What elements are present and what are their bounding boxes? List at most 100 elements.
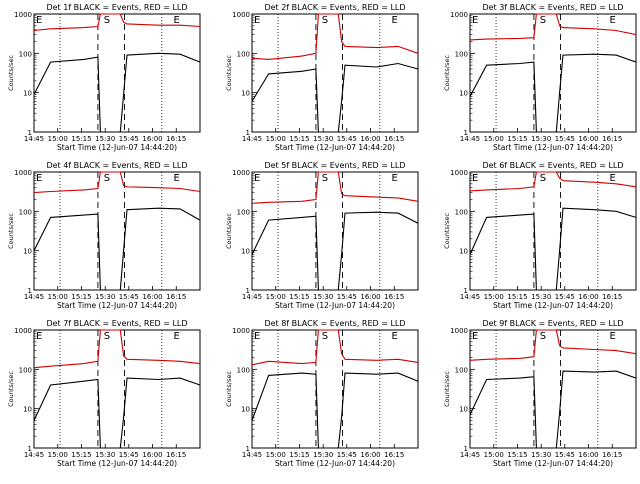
x-tick-label: 15:15 xyxy=(289,293,309,301)
y-tick-label: 10 xyxy=(459,90,468,98)
x-tick-label: 14:45 xyxy=(242,135,262,143)
x-tick-label: 16:00 xyxy=(360,451,380,459)
plot-frame xyxy=(33,13,201,133)
y-axis-label: Counts/sec xyxy=(443,371,451,407)
y-tick-label: 1000 xyxy=(232,327,250,335)
marker-label-e-start: E xyxy=(472,15,478,26)
x-tick-label: 15:45 xyxy=(119,135,139,143)
x-tick-label: 15:00 xyxy=(48,293,68,301)
detector-panel: Det 8f BLACK = Events, RED = LLD E S E 1 10 10… xyxy=(225,319,419,468)
x-tick-label: 15:15 xyxy=(289,135,309,143)
x-tick-label: 15:45 xyxy=(119,293,139,301)
y-axis-label: Counts/sec xyxy=(443,55,451,91)
marker-label-s: S xyxy=(104,15,110,26)
x-tick-label: 15:15 xyxy=(71,135,91,143)
x-axis-label: Start Time (12-Jun-07 14:44:20) xyxy=(493,459,613,468)
events-series-line xyxy=(33,377,201,449)
marker-label-s: S xyxy=(540,173,546,184)
panel-title: Det 1f BLACK = Events, RED = LLD xyxy=(46,3,187,12)
y-tick-label: 10 xyxy=(23,406,32,414)
y-tick-label: 1 xyxy=(246,287,250,295)
marker-label-e-end: E xyxy=(609,173,615,184)
x-tick-label: 16:00 xyxy=(578,293,598,301)
x-tick-label: 15:45 xyxy=(555,451,575,459)
x-tick-label: 15:15 xyxy=(71,451,91,459)
y-axis-label: Counts/sec xyxy=(7,213,15,249)
x-tick-label: 15:00 xyxy=(484,451,504,459)
x-tick-label: 14:45 xyxy=(242,293,262,301)
y-tick-label: 1 xyxy=(464,287,468,295)
x-axis-label: Start Time (12-Jun-07 14:44:20) xyxy=(493,301,613,310)
x-tick-label: 14:45 xyxy=(460,135,480,143)
y-tick-label: 10 xyxy=(23,90,32,98)
marker-label-e-start: E xyxy=(36,15,42,26)
x-axis-label: Start Time (12-Jun-07 14:44:20) xyxy=(57,459,177,468)
x-tick-label: 14:45 xyxy=(460,293,480,301)
x-axis-label: Start Time (12-Jun-07 14:44:20) xyxy=(275,301,395,310)
lld-series-line xyxy=(251,329,419,366)
plot-frame xyxy=(33,171,201,291)
marker-label-e-end: E xyxy=(173,331,179,342)
y-tick-label: 10 xyxy=(241,248,250,256)
x-tick-label: 15:15 xyxy=(71,293,91,301)
marker-label-e-end: E xyxy=(173,15,179,26)
y-tick-label: 1000 xyxy=(450,169,468,177)
x-tick-label: 16:15 xyxy=(602,135,622,143)
x-axis-label: Start Time (12-Jun-07 14:44:20) xyxy=(493,143,613,152)
x-axis-label: Start Time (12-Jun-07 14:44:20) xyxy=(275,143,395,152)
y-tick-label: 100 xyxy=(19,50,32,58)
marker-label-s: S xyxy=(322,331,328,342)
y-tick-label: 1000 xyxy=(232,11,250,19)
y-tick-label: 1 xyxy=(464,129,468,137)
y-tick-label: 1000 xyxy=(14,11,32,19)
x-tick-label: 15:30 xyxy=(531,135,551,143)
x-tick-label: 15:00 xyxy=(48,135,68,143)
events-series-line xyxy=(251,372,419,449)
x-tick-label: 16:15 xyxy=(384,451,404,459)
events-series-line xyxy=(469,207,637,291)
x-tick-label: 16:15 xyxy=(602,293,622,301)
x-axis-label: Start Time (12-Jun-07 14:44:20) xyxy=(57,143,177,152)
marker-label-e-start: E xyxy=(36,331,42,342)
lld-series-line xyxy=(469,171,637,192)
events-series-line xyxy=(469,370,637,449)
y-axis-label: Counts/sec xyxy=(225,213,233,249)
marker-label-e-start: E xyxy=(254,15,260,26)
y-axis-label: Counts/sec xyxy=(7,371,15,407)
lld-series-line xyxy=(251,171,419,204)
marker-label-e-end: E xyxy=(391,15,397,26)
marker-label-e-end: E xyxy=(609,15,615,26)
x-tick-label: 15:30 xyxy=(531,451,551,459)
plot-frame xyxy=(469,329,637,449)
y-tick-label: 10 xyxy=(23,248,32,256)
y-tick-label: 1000 xyxy=(14,327,32,335)
marker-label-e-start: E xyxy=(472,331,478,342)
x-axis-label: Start Time (12-Jun-07 14:44:20) xyxy=(57,301,177,310)
plot-frame xyxy=(469,13,637,133)
marker-label-e-start: E xyxy=(472,173,478,184)
y-tick-label: 1 xyxy=(28,445,32,453)
y-tick-label: 100 xyxy=(19,366,32,374)
marker-label-s: S xyxy=(540,15,546,26)
y-tick-label: 1 xyxy=(464,445,468,453)
x-tick-label: 15:30 xyxy=(95,293,115,301)
y-tick-label: 1000 xyxy=(14,169,32,177)
x-tick-label: 15:30 xyxy=(531,293,551,301)
panel-title: Det 3f BLACK = Events, RED = LLD xyxy=(482,3,623,12)
panel-title: Det 2f BLACK = Events, RED = LLD xyxy=(264,3,405,12)
marker-label-s: S xyxy=(104,331,110,342)
y-tick-label: 1 xyxy=(28,129,32,137)
x-tick-label: 15:00 xyxy=(266,451,286,459)
detector-panel: Det 2f BLACK = Events, RED = LLD E S E 1 10 10… xyxy=(225,3,419,152)
lld-series-line xyxy=(251,13,419,60)
marker-label-e-end: E xyxy=(173,173,179,184)
panel-title: Det 4f BLACK = Events, RED = LLD xyxy=(46,161,187,170)
marker-label-e-start: E xyxy=(36,173,42,184)
x-tick-label: 15:15 xyxy=(289,451,309,459)
plot-frame xyxy=(251,329,419,449)
y-tick-label: 100 xyxy=(455,366,468,374)
y-tick-label: 1 xyxy=(246,445,250,453)
y-tick-label: 10 xyxy=(459,248,468,256)
lld-series-line xyxy=(33,171,201,194)
